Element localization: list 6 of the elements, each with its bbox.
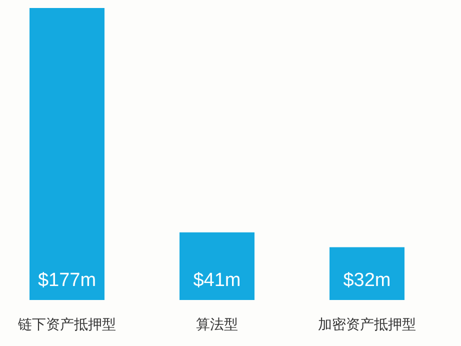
data-label: $32m bbox=[343, 270, 391, 291]
x-tick-label: 链下资产抵押型 bbox=[17, 316, 116, 332]
x-tick-label: 加密资产抵押型 bbox=[318, 316, 416, 332]
data-label: $177m bbox=[38, 270, 96, 291]
data-label: $41m bbox=[193, 270, 241, 291]
x-tick-label: 算法型 bbox=[196, 316, 238, 332]
